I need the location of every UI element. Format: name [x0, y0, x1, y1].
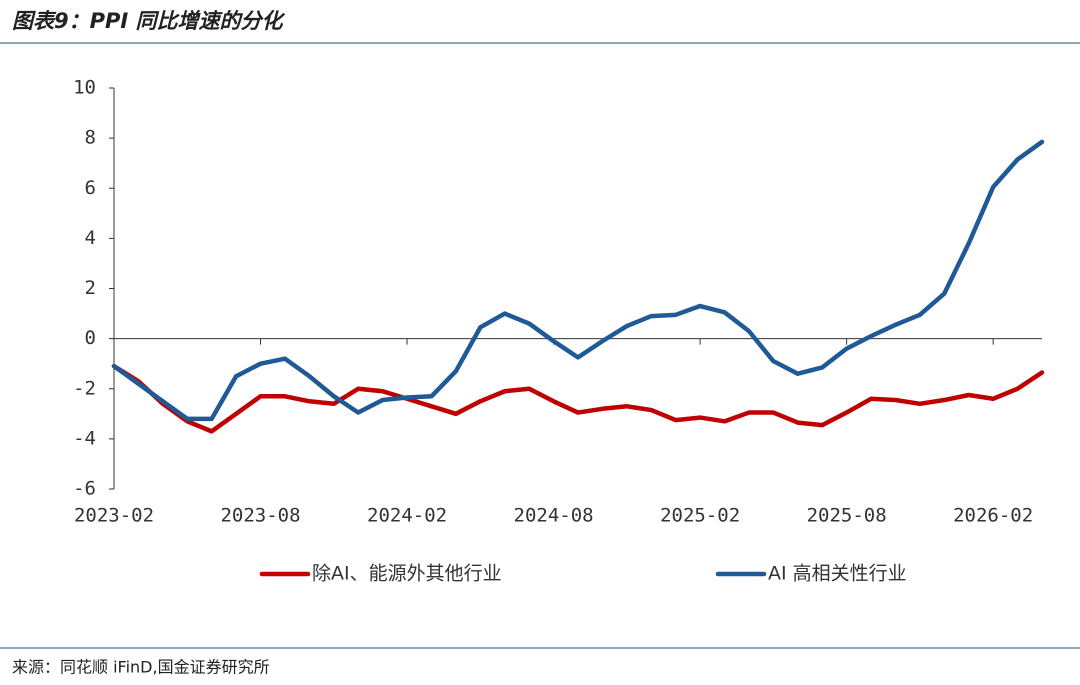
series-line: [111, 139, 1045, 422]
y-tick-label: 0: [85, 327, 96, 349]
x-tick-label: 2025-08: [807, 505, 887, 527]
y-tick-label: -4: [73, 427, 96, 449]
x-tick-label: 2023-02: [74, 505, 154, 527]
y-tick-label: -2: [73, 377, 96, 399]
series-line: [111, 363, 1045, 434]
x-tick-label: 2025-02: [660, 505, 740, 527]
y-tick-label: 6: [85, 177, 96, 199]
y-tick-label: 8: [85, 127, 96, 149]
x-tick-label: 2024-02: [367, 505, 447, 527]
y-tick-label: 4: [85, 227, 96, 249]
x-tick-label: 2024-08: [514, 505, 594, 527]
x-tick-label: 2023-08: [220, 505, 300, 527]
legend-label: AI 高相关性行业: [768, 563, 907, 585]
x-tick-label: 2026-02: [953, 505, 1033, 527]
y-tick-label: -6: [73, 478, 96, 500]
y-tick-label: 2: [85, 277, 96, 299]
source: 来源：同花顺 iFinD,国金证券研究所: [12, 658, 270, 677]
y-tick-label: 10: [73, 77, 96, 99]
chart-title: 图表9：PPI 同比增速的分化: [12, 9, 286, 33]
legend-label: 除AI、能源外其他行业: [312, 563, 502, 585]
